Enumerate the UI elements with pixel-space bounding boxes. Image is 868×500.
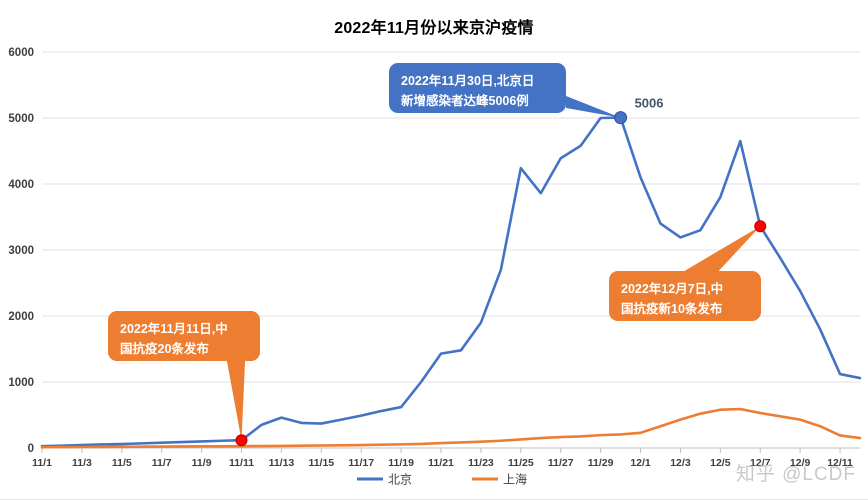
policy-20-callout-line: 2022年11月11日,中 bbox=[120, 321, 228, 336]
chart-title: 2022年11月份以来京沪疫情 bbox=[334, 20, 534, 37]
policy-20-callout-box bbox=[108, 311, 260, 361]
x-axis-tick-label: 11/29 bbox=[588, 457, 614, 469]
x-axis-tick-label: 12/5 bbox=[710, 457, 731, 469]
x-axis-tick-label: 12/3 bbox=[670, 457, 691, 469]
legend-label: 上海 bbox=[503, 472, 527, 487]
x-axis-tick-labels: 11/1 11/3 11/5 11/7 11/9 11/11 11/13 11/15 11/17… bbox=[32, 457, 853, 469]
policy-new-10-callout-line: 国抗疫新10条发布 bbox=[621, 301, 723, 316]
x-axis-tick-label: 11/1 bbox=[32, 457, 52, 469]
y-axis-tick-labels: 0 1000 2000 3000 4000 5000 6000 bbox=[8, 47, 34, 455]
data-series-group bbox=[40, 116, 862, 449]
y-axis-tick-label: 4000 bbox=[8, 179, 34, 191]
x-axis-tick-label: 11/15 bbox=[308, 457, 334, 469]
x-axis-tick-label: 11/21 bbox=[428, 457, 454, 469]
policy-new-10-callout-line: 2022年12月7日,中 bbox=[621, 281, 723, 296]
peak-marker bbox=[614, 111, 628, 125]
peak-value-label: 5006 bbox=[635, 96, 664, 111]
y-axis-tick-label: 5000 bbox=[8, 113, 34, 125]
x-axis-tick-label: 11/7 bbox=[152, 457, 172, 469]
y-axis-tick-label: 3000 bbox=[8, 245, 34, 257]
legend-label: 北京 bbox=[388, 473, 412, 487]
x-axis-tick-label: 12/7 bbox=[750, 457, 771, 469]
policy-20-marker bbox=[235, 434, 248, 447]
x-axis-tick-label: 11/25 bbox=[508, 457, 534, 469]
x-axis-tick-label: 12/1 bbox=[630, 457, 651, 469]
peak-callout-box bbox=[389, 63, 566, 113]
policy-new-10-callout-pointer bbox=[676, 226, 761, 276]
chart-legend: 北京 上海 bbox=[357, 472, 527, 487]
series-line-shanghai bbox=[40, 407, 862, 449]
policy-new-10-marker bbox=[754, 220, 767, 233]
x-axis-tick-label: 11/27 bbox=[548, 457, 574, 469]
x-axis-tick-label: 12/11 bbox=[827, 457, 853, 469]
watermark-text: 知乎 @LCDF bbox=[735, 464, 856, 485]
y-axis-tick-label: 0 bbox=[28, 443, 34, 455]
data-point-markers-group bbox=[235, 111, 767, 447]
x-axis-tick-label: 11/9 bbox=[192, 457, 212, 469]
peak-callout-line: 2022年11月30日,北京日 bbox=[401, 73, 534, 88]
x-axis-tick-label: 11/5 bbox=[112, 457, 132, 469]
x-axis-tick-label: 12/9 bbox=[790, 457, 811, 469]
x-axis-tick-label: 11/23 bbox=[468, 457, 494, 469]
x-axis-tick-label: 11/17 bbox=[348, 457, 374, 469]
x-axis-tick-label: 11/11 bbox=[229, 457, 254, 469]
policy-20-callout-line: 国抗疫20条发布 bbox=[120, 341, 209, 356]
x-axis-tick-label: 11/13 bbox=[269, 457, 295, 469]
x-axis-tick-marks bbox=[41, 448, 841, 453]
peak-value-text: 5006 bbox=[635, 96, 664, 111]
peak-callout-line: 新增感染者达峰5006例 bbox=[401, 93, 529, 108]
peak-callout-pointer bbox=[566, 96, 621, 118]
y-axis-tick-label: 1000 bbox=[8, 377, 34, 389]
policy-new-10-callout-box bbox=[609, 271, 761, 321]
x-axis-tick-label: 11/19 bbox=[388, 457, 414, 469]
series-line-beijing bbox=[40, 116, 862, 448]
y-axis-tick-label: 2000 bbox=[8, 311, 34, 323]
y-axis-tick-label: 6000 bbox=[8, 47, 34, 59]
x-axis-tick-label: 11/3 bbox=[72, 457, 92, 469]
